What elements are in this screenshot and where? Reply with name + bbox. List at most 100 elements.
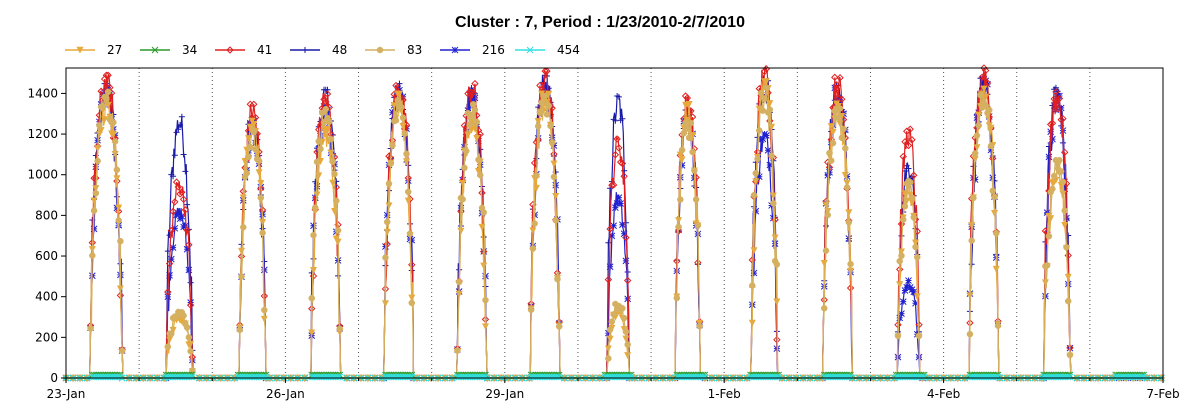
- point-83: [455, 278, 463, 286]
- point-83: [912, 243, 919, 251]
- point-83: [1043, 262, 1051, 269]
- point-83: [533, 172, 540, 180]
- point-41: [908, 136, 916, 144]
- point-83: [480, 209, 487, 216]
- point-216: [311, 194, 319, 202]
- point-83: [118, 347, 126, 355]
- point-41: [1046, 120, 1055, 129]
- point-41: [674, 227, 683, 235]
- point-83: [898, 252, 905, 260]
- point-83: [982, 102, 989, 109]
- point-83: [261, 306, 268, 314]
- legend-label: 48: [332, 43, 347, 57]
- point-83: [677, 196, 684, 203]
- point-27: [245, 135, 253, 143]
- point-27: [841, 172, 849, 179]
- point-41: [609, 181, 618, 189]
- point-27: [750, 247, 758, 255]
- legend-item-34: 34: [140, 43, 197, 57]
- point-216: [898, 310, 905, 318]
- point-83: [336, 325, 344, 333]
- point-41: [846, 284, 855, 292]
- point-41: [469, 88, 477, 97]
- y-tick-label: 800: [35, 208, 58, 222]
- point-216: [1049, 135, 1056, 143]
- point-83: [828, 157, 835, 164]
- point-216: [910, 288, 918, 296]
- point-216: [552, 181, 560, 189]
- point-41: [613, 135, 621, 143]
- point-83: [250, 128, 258, 136]
- plot-area: [62, 64, 1165, 382]
- point-83: [752, 169, 760, 177]
- point-216: [903, 283, 911, 291]
- point-83: [187, 347, 194, 355]
- point-216: [755, 173, 763, 181]
- point-83: [1063, 244, 1070, 251]
- x-tick-label: 29-Jan: [485, 387, 524, 401]
- point-27: [313, 191, 321, 199]
- point-83: [896, 257, 903, 265]
- point-83: [475, 156, 482, 163]
- point-83: [476, 171, 484, 179]
- point-454: [260, 373, 268, 381]
- point-41: [460, 121, 469, 130]
- series-454: [62, 373, 1165, 382]
- point-216: [185, 266, 193, 274]
- point-27: [903, 197, 911, 205]
- point-27: [1047, 215, 1055, 223]
- point-216: [620, 230, 628, 238]
- point-48: [171, 152, 178, 159]
- point-83: [111, 138, 119, 145]
- legend-item-216: 216: [440, 43, 505, 57]
- point-83: [829, 139, 837, 147]
- point-41: [179, 195, 188, 204]
- point-83: [842, 145, 849, 152]
- point-83: [555, 323, 563, 330]
- point-41: [171, 198, 179, 206]
- point-27: [968, 222, 976, 230]
- point-83: [104, 88, 112, 96]
- point-216: [757, 136, 765, 144]
- point-41: [186, 301, 195, 309]
- point-83: [326, 118, 333, 126]
- point-83: [322, 105, 330, 113]
- point-41: [760, 67, 769, 76]
- point-216: [899, 298, 907, 305]
- point-83: [552, 217, 559, 224]
- point-83: [966, 330, 974, 338]
- point-41: [167, 226, 176, 235]
- point-83: [99, 103, 107, 110]
- point-83: [247, 143, 254, 151]
- legend-label: 34: [182, 43, 197, 57]
- point-83: [908, 194, 916, 201]
- point-48: [184, 201, 191, 208]
- point-41: [1057, 115, 1065, 124]
- point-83: [914, 254, 921, 261]
- point-48: [182, 168, 189, 175]
- point-216: [260, 266, 268, 274]
- point-41: [899, 152, 907, 161]
- point-83: [382, 254, 389, 261]
- point-216: [896, 314, 904, 322]
- point-216: [605, 329, 612, 337]
- point-48: [178, 113, 185, 120]
- legend-item-27: 27: [65, 43, 122, 57]
- point-41: [897, 220, 906, 228]
- point-83: [245, 153, 252, 161]
- point-83: [694, 222, 702, 229]
- point-41: [185, 241, 193, 249]
- point-41: [181, 206, 190, 214]
- point-41: [476, 130, 484, 138]
- point-41: [623, 276, 632, 285]
- point-216: [615, 194, 623, 201]
- point-83: [991, 193, 998, 201]
- point-216: [180, 223, 187, 231]
- point-41: [910, 171, 918, 179]
- point-216: [178, 212, 186, 220]
- point-83: [1066, 351, 1074, 359]
- point-41: [1061, 148, 1069, 157]
- point-48: [615, 93, 622, 100]
- point-27: [827, 123, 835, 131]
- point-83: [401, 130, 409, 137]
